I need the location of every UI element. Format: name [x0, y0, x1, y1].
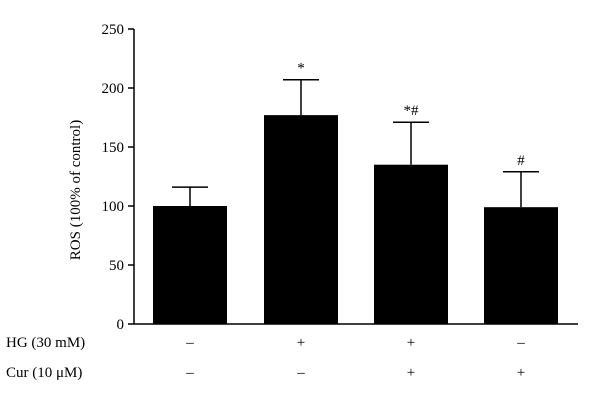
condition-sign: – [296, 365, 305, 381]
condition-table: HG (30 mM) – + + – Cur (10 μM) – – + + [6, 335, 525, 381]
condition-sign: – [185, 365, 194, 381]
significance-label: * [297, 61, 305, 77]
significance-label: *# [404, 103, 420, 119]
condition-sign: – [516, 335, 525, 351]
significance-label: # [517, 153, 525, 169]
condition-label: HG (30 mM) [6, 335, 85, 351]
condition-sign: + [407, 365, 415, 381]
y-tick-label: 150 [102, 140, 125, 156]
y-tick-label: 0 [117, 317, 125, 333]
bar [153, 206, 227, 324]
condition-sign: + [517, 365, 525, 381]
condition-label: Cur (10 μM) [6, 365, 82, 381]
condition-sign: + [407, 335, 415, 351]
y-tick-label: 100 [102, 199, 125, 215]
y-axis-label: ROS (100% of control) [68, 120, 84, 260]
y-tick-label: 200 [102, 81, 125, 97]
bars: * *# # [153, 61, 558, 324]
bar [374, 164, 448, 324]
condition-sign: – [185, 335, 194, 351]
bar [264, 115, 338, 324]
y-tick-label: 250 [102, 22, 125, 38]
bar [484, 207, 558, 324]
y-tick-label: 50 [109, 258, 124, 274]
y-ticks: 0 50 100 150 200 250 [102, 22, 134, 333]
condition-sign: + [297, 335, 305, 351]
